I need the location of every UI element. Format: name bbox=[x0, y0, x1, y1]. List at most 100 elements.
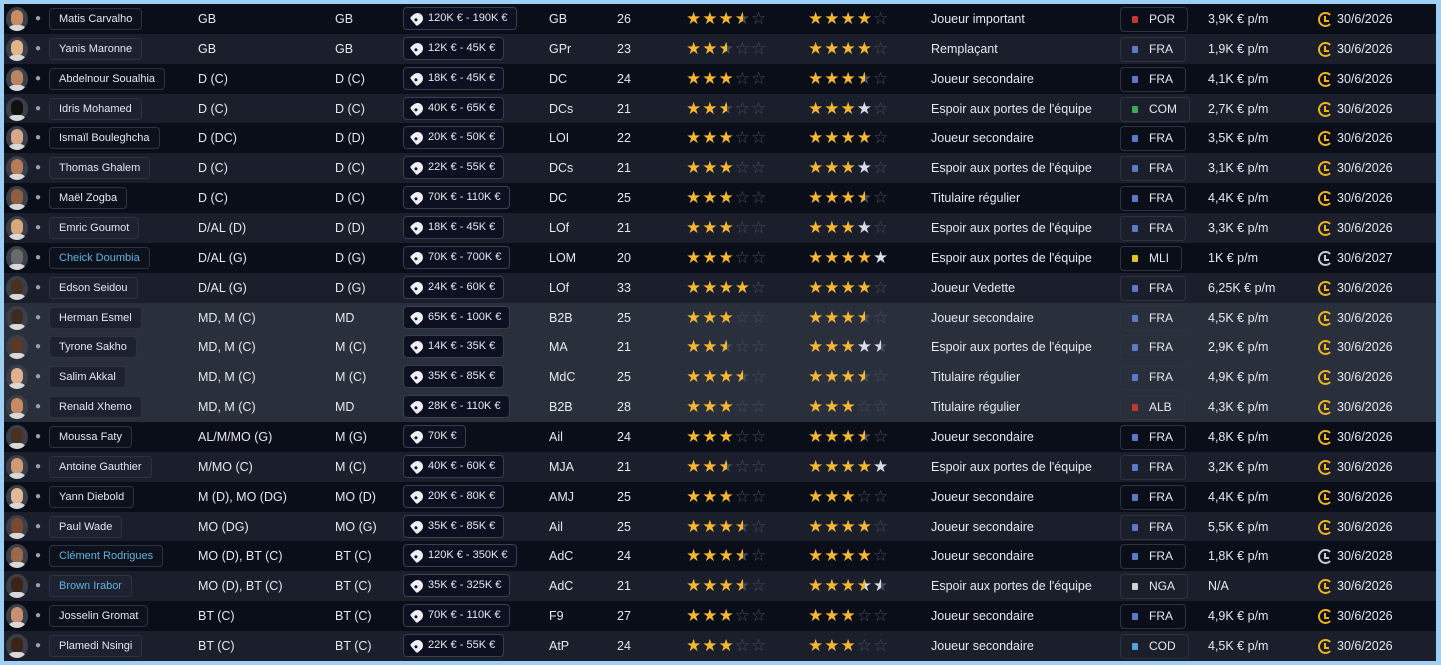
player-avatar[interactable] bbox=[6, 574, 28, 599]
player-row[interactable]: ● Idris Mohamed D (C) D (C) 40K € - 65K … bbox=[4, 93, 1436, 124]
transfer-value[interactable]: 70K € - 700K € bbox=[403, 245, 511, 269]
player-name-button[interactable]: Moussa Faty bbox=[49, 426, 132, 449]
transfer-value[interactable]: 18K € - 45K € bbox=[403, 216, 505, 240]
player-avatar[interactable] bbox=[6, 126, 28, 151]
player-row[interactable]: ● Emric Goumot D/AL (D) D (D) 18K € - 45… bbox=[4, 213, 1436, 244]
nationality-button[interactable]: FRA bbox=[1120, 36, 1186, 62]
transfer-value[interactable]: 20K € - 50K € bbox=[403, 126, 505, 150]
nationality-button[interactable]: COM bbox=[1120, 96, 1190, 122]
player-row[interactable]: ● Abdelnour Soualhia D (C) D (C) 18K € -… bbox=[4, 63, 1436, 94]
transfer-value[interactable]: 28K € - 110K € bbox=[403, 395, 510, 419]
nationality-button[interactable]: FRA bbox=[1120, 66, 1186, 92]
player-name-button[interactable]: Herman Esmel bbox=[49, 306, 142, 329]
transfer-value[interactable]: 120K € - 190K € bbox=[403, 7, 517, 30]
nationality-button[interactable]: FRA bbox=[1120, 604, 1186, 630]
person-icon[interactable]: ● bbox=[34, 192, 42, 204]
player-avatar[interactable] bbox=[6, 36, 28, 61]
person-icon[interactable]: ● bbox=[34, 162, 42, 174]
player-name-button[interactable]: Plamedi Nsingi bbox=[49, 635, 143, 658]
transfer-value[interactable]: 35K € - 85K € bbox=[403, 365, 505, 389]
nationality-button[interactable]: FRA bbox=[1120, 156, 1186, 182]
player-name-button[interactable]: Yann Diebold bbox=[49, 485, 135, 508]
person-icon[interactable]: ● bbox=[34, 401, 42, 413]
nationality-button[interactable]: FRA bbox=[1120, 275, 1186, 301]
player-name-button[interactable]: Ismaïl Bouleghcha bbox=[49, 127, 160, 150]
transfer-value[interactable]: 65K € - 100K € bbox=[403, 305, 511, 329]
transfer-value[interactable]: 120K € - 350K € bbox=[403, 544, 517, 568]
nationality-button[interactable]: FRA bbox=[1120, 365, 1186, 391]
player-avatar[interactable] bbox=[6, 335, 28, 360]
player-row[interactable]: ● Matis Carvalho GB GB 120K € - 190K € G… bbox=[4, 4, 1436, 34]
player-row[interactable]: ● Herman Esmel MD, M (C) MD 65K € - 100K… bbox=[4, 302, 1436, 333]
player-name-button[interactable]: Salim Akkal bbox=[49, 366, 126, 389]
transfer-value[interactable]: 70K € bbox=[403, 425, 466, 449]
transfer-value[interactable]: 35K € - 85K € bbox=[403, 514, 505, 538]
player-row[interactable]: ● Salim Akkal MD, M (C) M (C) 35K € - 85… bbox=[4, 362, 1436, 393]
person-icon[interactable]: ● bbox=[34, 640, 42, 652]
transfer-value[interactable]: 40K € - 60K € bbox=[403, 454, 505, 478]
person-icon[interactable]: ● bbox=[34, 520, 42, 532]
player-row[interactable]: ● Edson Seidou D/AL (G) D (G) 24K € - 60… bbox=[4, 272, 1436, 303]
nationality-button[interactable]: FRA bbox=[1120, 544, 1186, 570]
player-avatar[interactable] bbox=[6, 365, 28, 390]
player-avatar[interactable] bbox=[6, 454, 28, 479]
transfer-value[interactable]: 22K € - 55K € bbox=[403, 156, 505, 180]
player-name-button[interactable]: Idris Mohamed bbox=[49, 97, 142, 120]
player-avatar[interactable] bbox=[6, 96, 28, 121]
player-avatar[interactable] bbox=[6, 275, 28, 300]
player-avatar[interactable] bbox=[6, 395, 28, 420]
player-row[interactable]: ● Brown Irabor MO (D), BT (C) BT (C) 35K… bbox=[4, 571, 1436, 602]
transfer-value[interactable]: 24K € - 60K € bbox=[403, 275, 505, 299]
nationality-button[interactable]: COD bbox=[1120, 634, 1189, 660]
person-icon[interactable]: ● bbox=[34, 222, 42, 234]
nationality-button[interactable]: MLI bbox=[1120, 245, 1183, 271]
player-avatar[interactable] bbox=[6, 634, 28, 659]
person-icon[interactable]: ● bbox=[34, 251, 42, 263]
player-row[interactable]: ● Yann Diebold M (D), MO (DG) MO (D) 20K… bbox=[4, 481, 1436, 512]
player-row[interactable]: ● Yanis Maronne GB GB 12K € - 45K € GPr … bbox=[4, 33, 1436, 64]
player-name-button[interactable]: Yanis Maronne bbox=[49, 37, 143, 60]
person-icon[interactable]: ● bbox=[34, 281, 42, 293]
transfer-value[interactable]: 35K € - 325K € bbox=[403, 574, 511, 598]
nationality-button[interactable]: FRA bbox=[1120, 454, 1186, 480]
player-avatar[interactable] bbox=[6, 604, 28, 629]
person-icon[interactable]: ● bbox=[34, 371, 42, 383]
transfer-value[interactable]: 14K € - 35K € bbox=[403, 335, 505, 359]
nationality-button[interactable]: FRA bbox=[1120, 514, 1186, 540]
player-row[interactable]: ● Plamedi Nsingi BT (C) BT (C) 22K € - 5… bbox=[4, 631, 1436, 661]
player-name-button[interactable]: Matis Carvalho bbox=[49, 8, 143, 30]
player-avatar[interactable] bbox=[6, 216, 28, 241]
transfer-value[interactable]: 70K € - 110K € bbox=[403, 186, 510, 210]
player-name-button[interactable]: Cheick Doumbia bbox=[49, 246, 150, 269]
player-avatar[interactable] bbox=[6, 514, 28, 539]
player-name-button[interactable]: Josselin Gromat bbox=[49, 605, 149, 628]
player-row[interactable]: ● Moussa Faty AL/M/MO (G) M (G) 70K € Ai… bbox=[4, 422, 1436, 453]
person-icon[interactable]: ● bbox=[34, 311, 42, 323]
person-icon[interactable]: ● bbox=[34, 610, 42, 622]
player-row[interactable]: ● Antoine Gauthier M/MO (C) M (C) 40K € … bbox=[4, 451, 1436, 482]
transfer-value[interactable]: 40K € - 65K € bbox=[403, 96, 505, 120]
person-icon[interactable]: ● bbox=[34, 431, 42, 443]
player-row[interactable]: ● Josselin Gromat BT (C) BT (C) 70K € - … bbox=[4, 601, 1436, 632]
player-avatar[interactable] bbox=[6, 7, 28, 31]
nationality-button[interactable]: FRA bbox=[1120, 305, 1186, 331]
person-icon[interactable]: ● bbox=[34, 72, 42, 84]
person-icon[interactable]: ● bbox=[34, 490, 42, 502]
player-row[interactable]: ● Thomas Ghalem D (C) D (C) 22K € - 55K … bbox=[4, 153, 1436, 184]
person-icon[interactable]: ● bbox=[34, 580, 42, 592]
nationality-button[interactable]: ALB bbox=[1120, 395, 1185, 421]
player-row[interactable]: ● Renald Xhemo MD, M (C) MD 28K € - 110K… bbox=[4, 392, 1436, 423]
nationality-button[interactable]: FRA bbox=[1120, 484, 1186, 510]
player-avatar[interactable] bbox=[6, 484, 28, 509]
player-name-button[interactable]: Antoine Gauthier bbox=[49, 455, 152, 478]
player-row[interactable]: ● Paul Wade MO (DG) MO (G) 35K € - 85K €… bbox=[4, 511, 1436, 542]
nationality-button[interactable]: POR bbox=[1120, 7, 1189, 32]
transfer-value[interactable]: 20K € - 80K € bbox=[403, 484, 505, 508]
person-icon[interactable]: ● bbox=[34, 42, 42, 54]
player-name-button[interactable]: Renald Xhemo bbox=[49, 396, 142, 419]
player-name-button[interactable]: Brown Irabor bbox=[49, 575, 132, 598]
person-icon[interactable]: ● bbox=[34, 102, 42, 114]
person-icon[interactable]: ● bbox=[34, 132, 42, 144]
nationality-button[interactable]: NGA bbox=[1120, 574, 1189, 600]
player-avatar[interactable] bbox=[6, 186, 28, 211]
